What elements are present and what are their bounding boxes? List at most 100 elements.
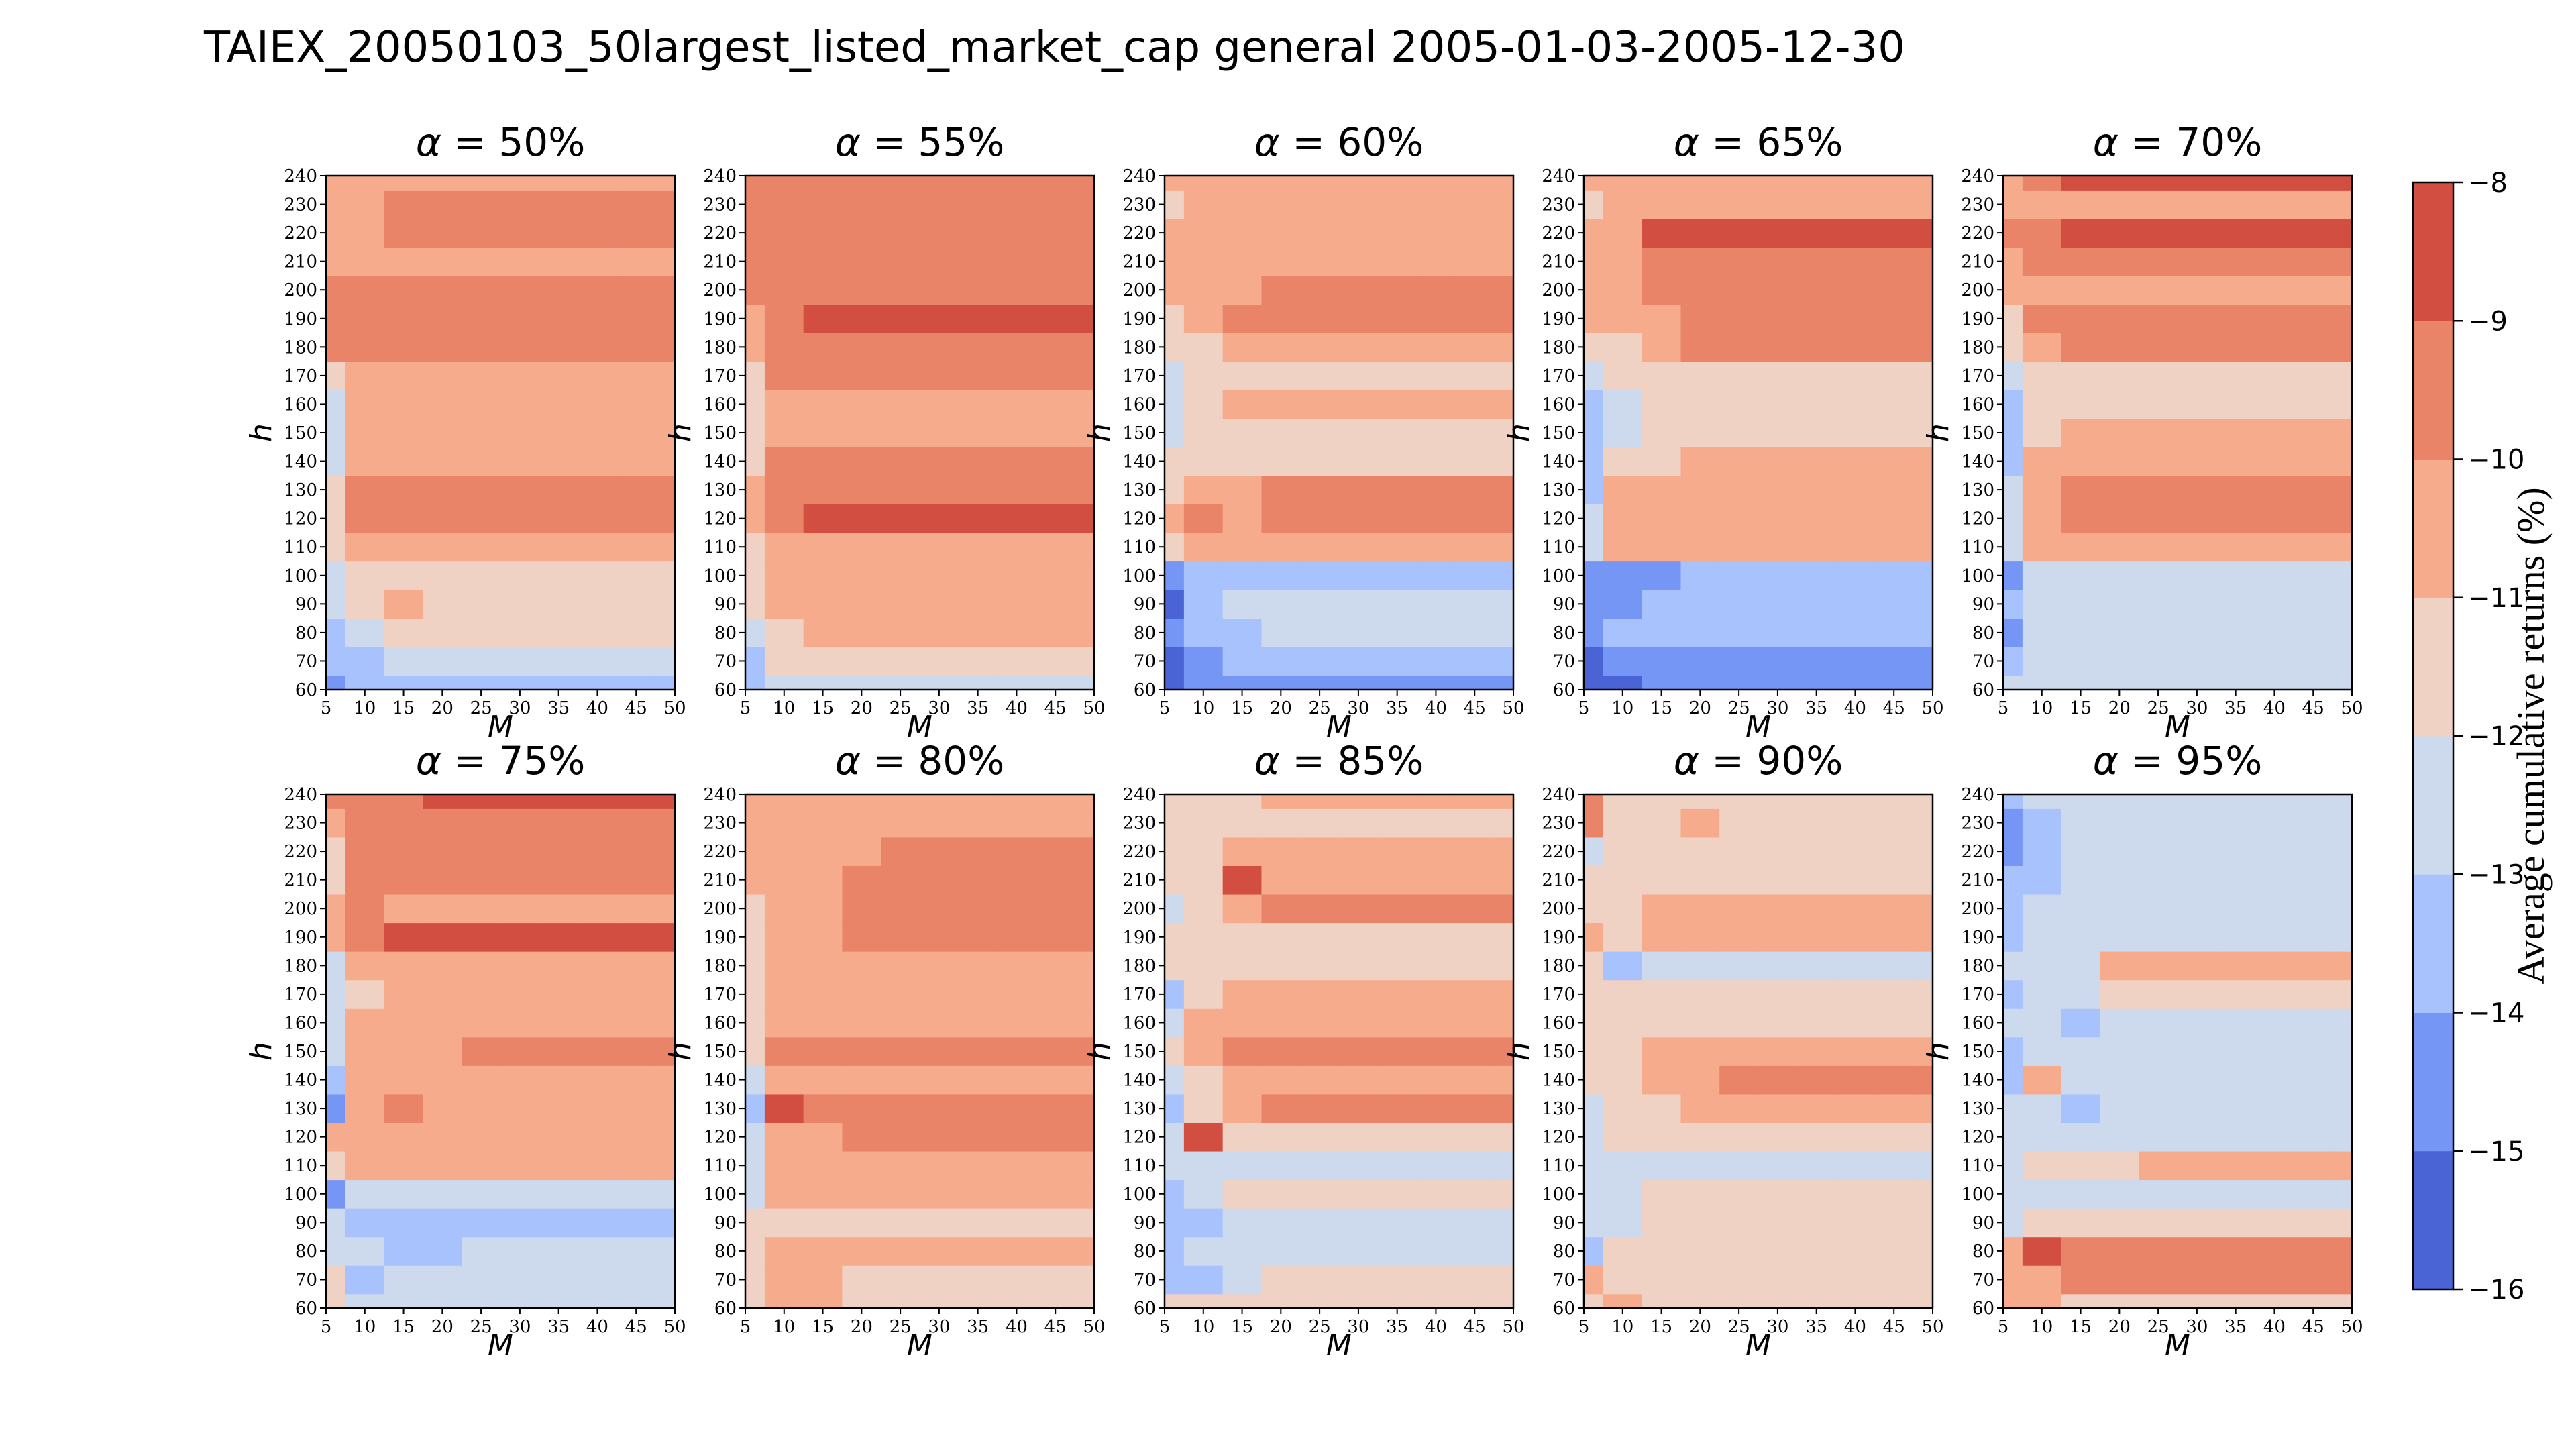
heatmap-cell (2139, 390, 2178, 419)
heatmap-cell (345, 1208, 385, 1238)
heatmap-cell (2061, 1065, 2101, 1095)
heatmap-cell (2061, 176, 2101, 191)
heatmap-cell (2255, 475, 2294, 504)
heatmap-cell (1075, 390, 1095, 419)
heatmap-cell (2003, 1265, 2023, 1295)
heatmap-cell (1719, 1122, 1759, 1152)
heatmap-cell (1719, 1236, 1759, 1266)
heatmap-cell (1835, 951, 1875, 981)
heatmap-cell (1680, 647, 1720, 676)
heatmap-cell (655, 447, 676, 476)
heatmap-cell (803, 647, 843, 676)
y-tick-label: 100 (284, 566, 317, 586)
y-tick-label: 240 (1542, 785, 1575, 805)
heatmap-cell (1075, 447, 1095, 476)
heatmap-cell (1835, 275, 1875, 305)
heatmap-cell (384, 794, 424, 809)
heatmap-cell (2139, 418, 2178, 447)
heatmap-cell (1494, 504, 1514, 533)
heatmap-cell (2294, 447, 2333, 476)
heatmap-cell (920, 418, 959, 447)
heatmap-cell (2255, 675, 2294, 690)
heatmap-cell (842, 190, 881, 219)
heatmap-cell (842, 1150, 881, 1181)
heatmap-cell (764, 1008, 804, 1038)
heatmap-cell (1796, 333, 1837, 362)
heatmap-cell (2003, 218, 2023, 248)
heatmap-cell (1494, 1293, 1514, 1309)
heatmap-cell (539, 1122, 579, 1152)
heatmap-cell (803, 675, 843, 690)
heatmap-cell (803, 1093, 843, 1123)
heatmap-cell (2216, 1179, 2256, 1209)
heatmap-cell (1339, 1093, 1379, 1123)
heatmap-cell (1377, 1293, 1417, 1309)
heatmap-cell (1494, 865, 1514, 895)
heatmap-cell (803, 590, 843, 619)
heatmap-cell (345, 808, 385, 838)
heatmap-cell (384, 979, 424, 1009)
heatmap-cell (920, 865, 959, 895)
heatmap-cell (881, 1008, 920, 1038)
heatmap-cell (1874, 275, 1914, 305)
heatmap-cell (1222, 837, 1263, 866)
heatmap-cell (958, 190, 998, 219)
y-tick-label: 170 (1542, 985, 1575, 1005)
heatmap-cell (1835, 218, 1875, 248)
heatmap-cell (1603, 1008, 1643, 1038)
heatmap-cell (1719, 794, 1759, 809)
heatmap-cell (2178, 951, 2217, 981)
y-tick-label: 80 (1972, 623, 1994, 643)
heatmap-cell (2294, 1008, 2333, 1038)
heatmap-cell (997, 675, 1036, 690)
heatmap-cell (1603, 1093, 1643, 1123)
heatmap-cell (1680, 590, 1720, 619)
heatmap-cell (2022, 590, 2062, 619)
panel-title: α = 50% (416, 119, 586, 165)
x-tick-label: 15 (812, 698, 834, 718)
heatmap-cell (423, 951, 462, 981)
heatmap-cell (1603, 1265, 1643, 1295)
heatmap-cell (2061, 808, 2101, 838)
y-tick-label: 80 (295, 623, 317, 643)
heatmap-cell (539, 561, 579, 590)
heatmap-cell (1222, 1036, 1263, 1066)
heatmap-cell (1377, 808, 1417, 838)
heatmap-cell (1494, 808, 1514, 838)
heatmap-cell (1719, 333, 1759, 362)
heatmap-panel-7: 5 10 15 20 25 30 35 40 45 50607080901001101201301… (663, 738, 1106, 1362)
heatmap-cell (1261, 218, 1301, 248)
heatmap-cell (1377, 837, 1417, 866)
y-tick-label: 70 (1134, 1270, 1156, 1290)
heatmap-cell (384, 647, 424, 676)
heatmap-cell (1494, 1265, 1514, 1295)
heatmap-cell (616, 447, 656, 476)
heatmap-cell (1339, 418, 1379, 447)
heatmap-cell (384, 1036, 424, 1066)
x-tick-label: 20 (1689, 1317, 1711, 1337)
heatmap-cell (1416, 951, 1456, 981)
heatmap-cell (997, 247, 1036, 276)
heatmap-cell (745, 979, 765, 1009)
heatmap-cell (1874, 922, 1914, 952)
heatmap-cell (1603, 475, 1643, 504)
heatmap-cell (2022, 979, 2062, 1009)
x-tick-label: 15 (1650, 1317, 1672, 1337)
heatmap-cell (2294, 247, 2333, 276)
heatmap-cell (1165, 794, 1185, 809)
heatmap-cell (1261, 1236, 1301, 1266)
heatmap-cell (1300, 675, 1340, 690)
x-tick-label: 40 (586, 1317, 608, 1337)
heatmap-cell (2061, 1236, 2101, 1266)
heatmap-cell (745, 951, 765, 981)
heatmap-cell (1796, 176, 1837, 191)
heatmap-cell (326, 390, 346, 419)
heatmap-cell (1165, 647, 1185, 676)
heatmap-cell (2255, 190, 2294, 219)
heatmap-cell (997, 1236, 1036, 1266)
heatmap-cell (2332, 951, 2353, 981)
heatmap-cell (655, 361, 676, 390)
x-tick-label: 10 (1192, 698, 1214, 718)
y-tick-label: 110 (1542, 537, 1575, 557)
heatmap-cell (1455, 304, 1495, 333)
